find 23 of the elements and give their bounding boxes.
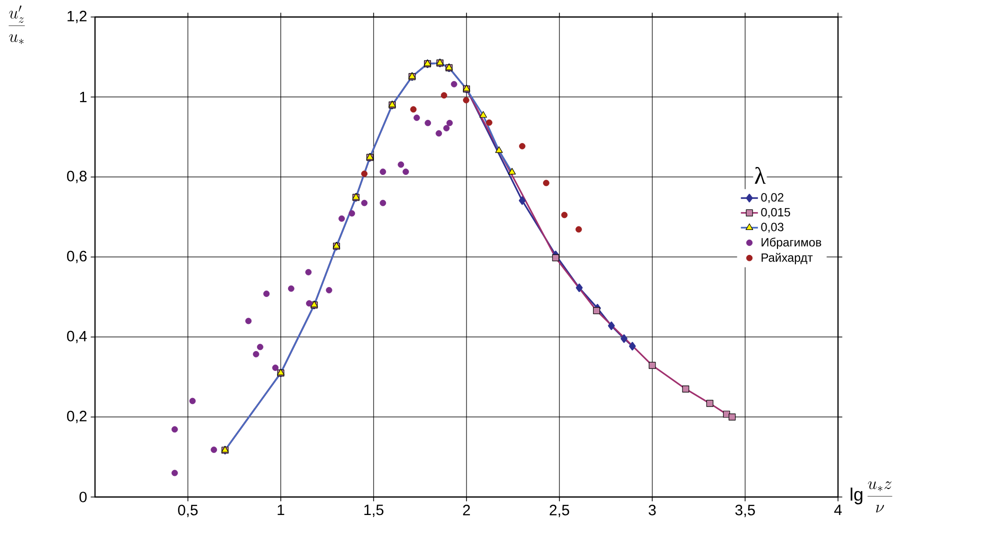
y-tick-label: 0,6 — [67, 250, 87, 264]
x-tick-label: 2 — [463, 504, 470, 516]
y-tick-label: 0,8 — [67, 170, 87, 184]
x-axis-title: $\lg\frac{u_{*}z}{\nu}$ — [850, 481, 892, 512]
y-tick-label: 1 — [80, 92, 87, 102]
legend-label: 0,02 — [761, 193, 784, 204]
y-tick-label: 1,2 — [68, 10, 86, 24]
x-tick-label: 0,5 — [178, 504, 198, 518]
y-tick-label: 0,2 — [67, 410, 86, 424]
legend-label: 0,03 — [761, 222, 784, 233]
y-axis-title: $\frac{u'_z}{u_{*}}$ — [8, 5, 25, 44]
x-tick-label: 4 — [834, 504, 842, 516]
y-tick-label: 0,4 — [67, 330, 87, 344]
x-tick-label: 3,5 — [735, 504, 755, 518]
legend-label: Райхардт — [762, 252, 813, 264]
x-tick-label: 1 — [278, 504, 284, 516]
x-tick-label: 1,5 — [364, 504, 384, 517]
legend-label: 0,015 — [761, 208, 790, 218]
x-tick-label: 2,5 — [550, 504, 570, 518]
x-tick-label: 3 — [648, 504, 656, 516]
legend-title: λ — [754, 166, 766, 184]
legend-label: Ибрагимов — [762, 238, 822, 249]
y-tick-label: 0 — [80, 492, 87, 502]
